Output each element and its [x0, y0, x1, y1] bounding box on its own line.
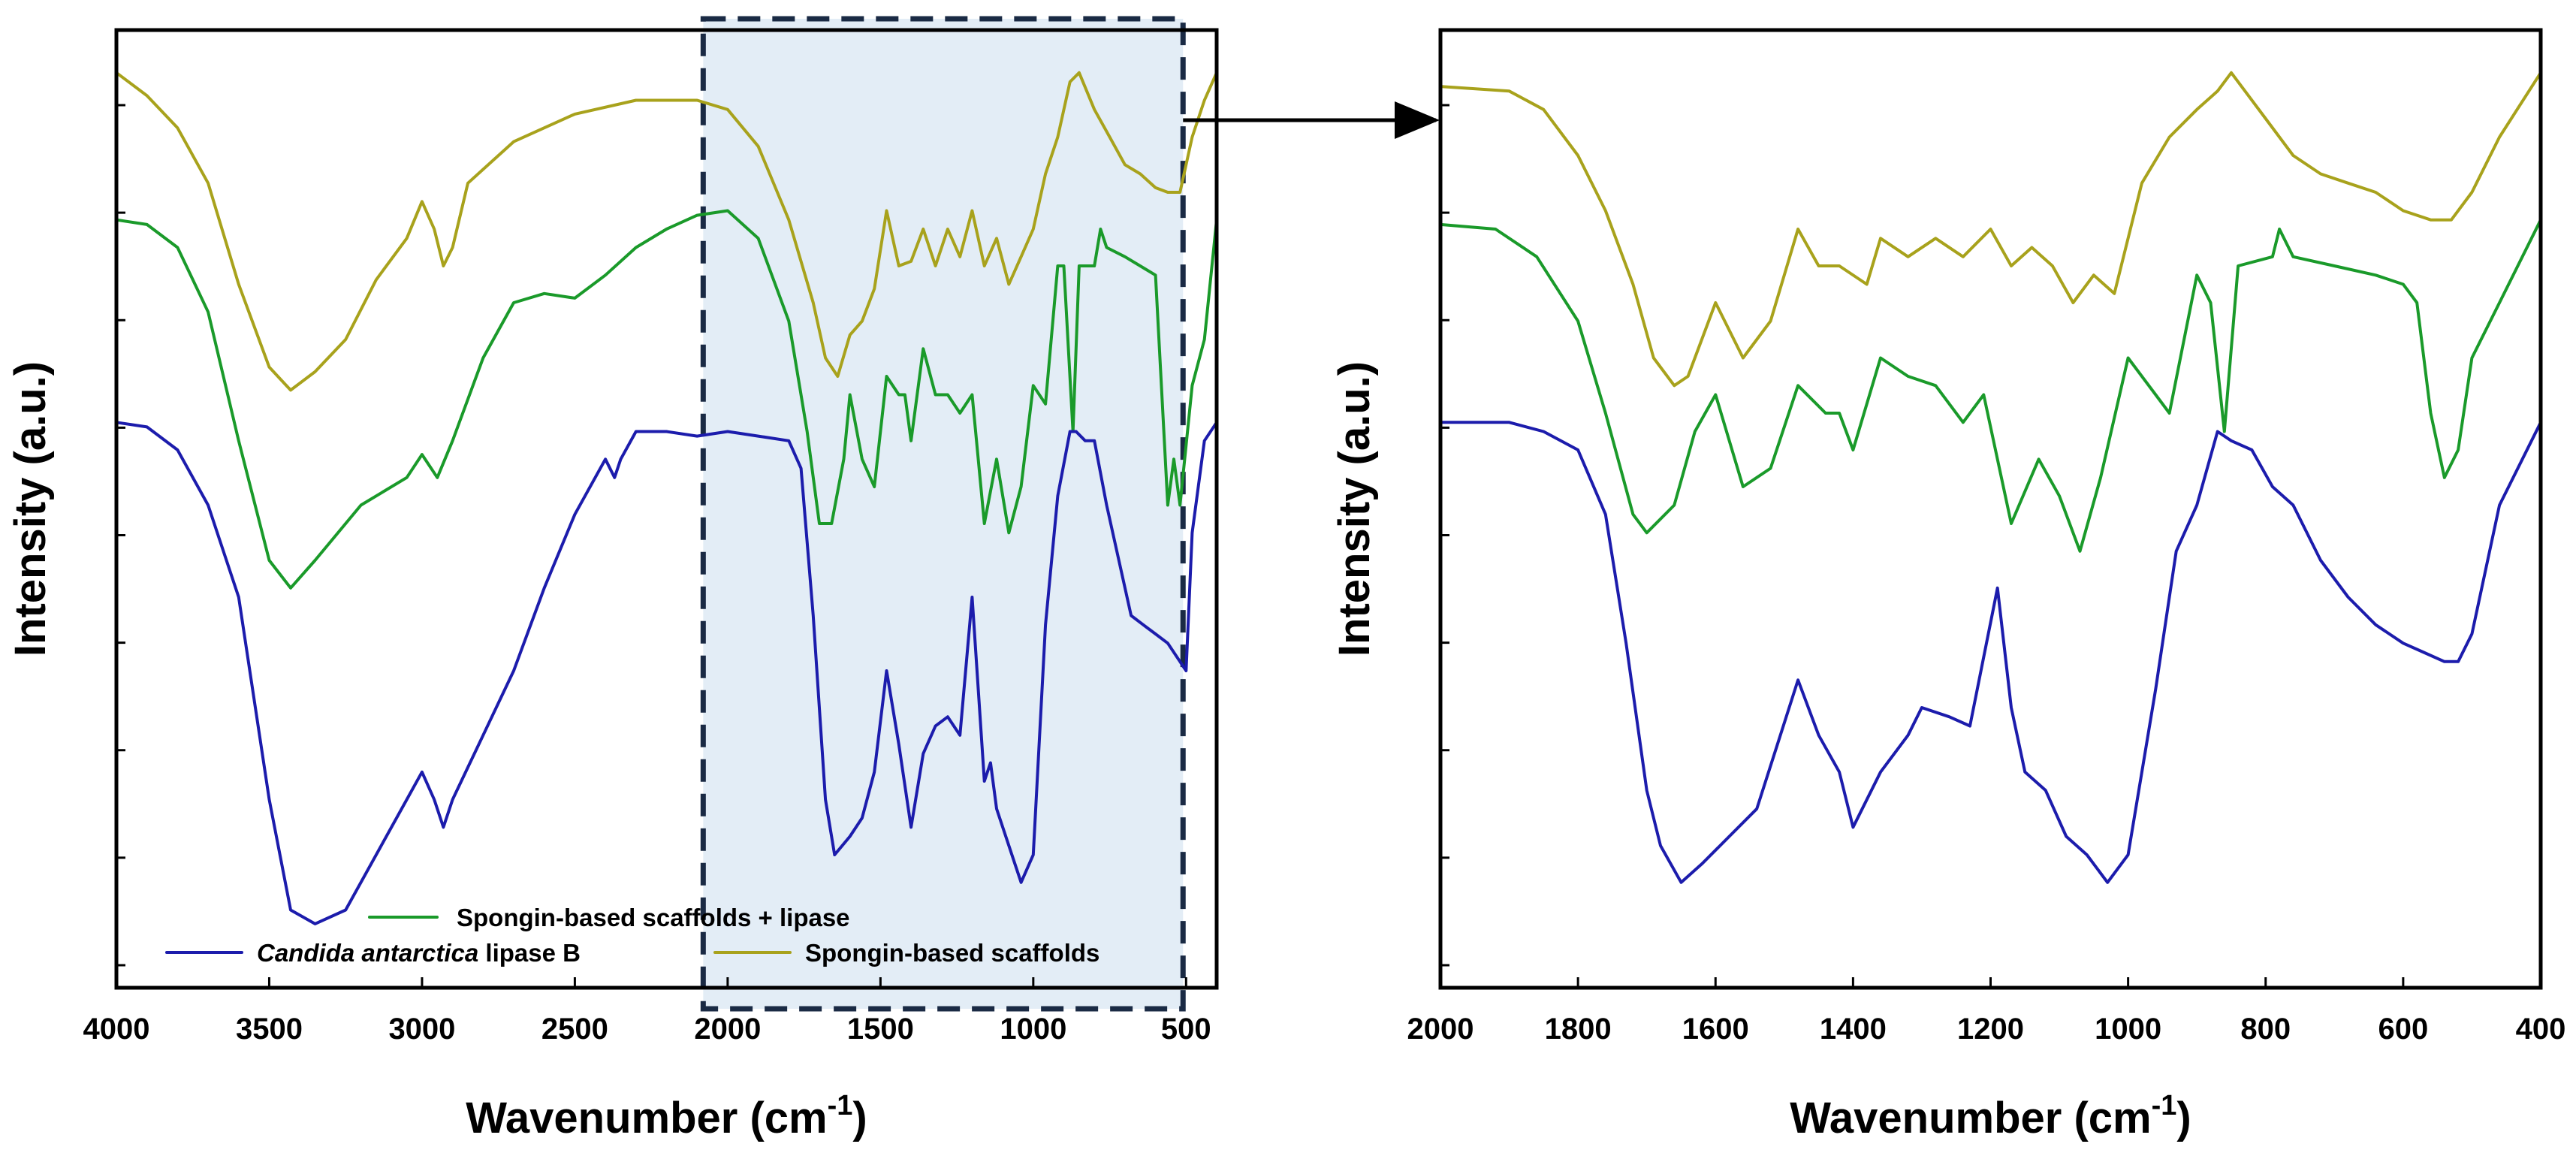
x-tick-label: 1500: [847, 1013, 914, 1046]
highlight-region: [700, 16, 1186, 1012]
x-tick-label: 2500: [541, 1013, 608, 1046]
series-line-scaffold: [115, 71, 1218, 392]
y-axis-title-right: Intensity (a.u.): [1330, 361, 1379, 656]
left-axis-ticks: 4000 3500 3000 2500 2000 1500 1000 500: [83, 104, 1211, 1046]
x-tick-label: 1000: [1000, 1013, 1066, 1046]
legend-label-lipase: Candida antarctica lipase B: [257, 939, 581, 967]
left-spectrum-panel: 4000 3500 3000 2500 2000 1500 1000 500 Spongin-…: [6, 16, 1219, 1142]
x-tick-label: 2000: [1407, 1013, 1474, 1046]
right-spectrum-panel: 2000 1800 1600 1400 1200 1000 800 600 400 Wavenu…: [1330, 28, 2566, 1142]
x-axis-title-right-sup: -1: [2152, 1090, 2177, 1121]
x-tick-label: 4000: [83, 1013, 150, 1046]
x-axis-title-right: Wavenumber (cm-1): [1790, 1090, 2191, 1142]
x-tick-label: 1600: [1682, 1013, 1749, 1046]
legend-label-scaffold: Spongin-based scaffolds: [805, 939, 1099, 967]
legend-label-lipase-rest: lipase B: [478, 939, 581, 967]
series-line-composite: [115, 209, 1218, 590]
series-line-scaffold: [1439, 71, 2542, 388]
x-tick-label: 1800: [1545, 1013, 1612, 1046]
x-tick-label: 1000: [2095, 1013, 2161, 1046]
x-tick-label: 3000: [388, 1013, 455, 1046]
left-plot-frame: [114, 28, 1219, 990]
right-plot-frame: [1438, 28, 2543, 990]
series-line-composite: [1439, 218, 2542, 553]
right-series-group: [1439, 71, 2542, 884]
x-tick-label: 3500: [236, 1013, 303, 1046]
legend-label-lipase-species: Candida antarctica: [257, 939, 478, 967]
right-axis-ticks: 2000 1800 1600 1400 1200 1000 800 600 400: [1407, 104, 2566, 1046]
x-tick-label: 800: [2240, 1013, 2291, 1046]
x-axis-title-right-main: Wavenumber (cm: [1790, 1094, 2151, 1142]
x-tick-label: 1200: [1957, 1013, 2024, 1046]
x-axis-title-right-close: ): [2176, 1094, 2191, 1142]
x-axis-title-left-main: Wavenumber (cm: [466, 1094, 827, 1142]
legend-label-composite: Spongin-based scaffolds + lipase: [457, 904, 850, 931]
y-axis-title-left: Intensity (a.u.): [6, 361, 55, 656]
left-series-group: [115, 71, 1218, 925]
x-tick-label: 600: [2378, 1013, 2429, 1046]
series-line-lipase: [1439, 421, 2542, 884]
x-axis-title-left-close: ): [852, 1094, 867, 1142]
x-tick-label: 500: [1161, 1013, 1211, 1046]
x-tick-label: 1400: [1820, 1013, 1887, 1046]
x-axis-title-left-sup: -1: [828, 1090, 853, 1121]
x-tick-label: 2000: [694, 1013, 761, 1046]
x-tick-label: 400: [2516, 1013, 2566, 1046]
legend: Spongin-based scaffolds + lipase Candida…: [165, 904, 1099, 967]
series-line-lipase: [115, 421, 1218, 925]
x-axis-title-left: Wavenumber (cm-1): [466, 1090, 867, 1142]
